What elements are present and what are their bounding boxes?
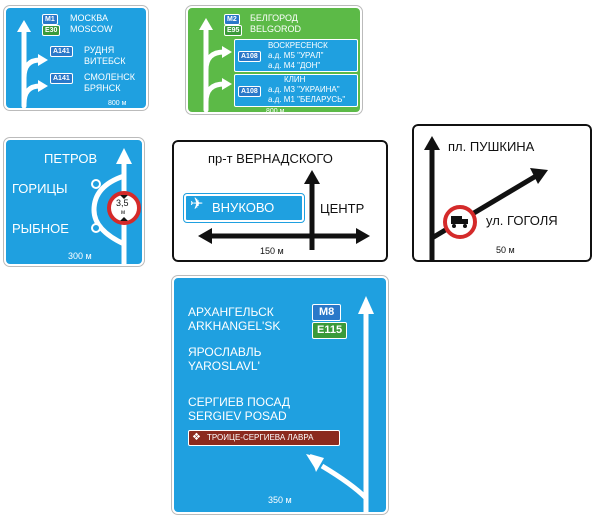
route-badge-a108-klin: A108	[238, 86, 261, 97]
dest-moskva: МОСКВА	[70, 13, 108, 23]
dest-arkhangelsk-en: ARKHANGEL'SK	[188, 319, 281, 333]
lavra-ornament-icon: ❖	[192, 432, 201, 443]
distance: 800 м	[266, 108, 285, 114]
dest-pushkina: пл. ПУШКИНА	[448, 139, 535, 154]
route-badge-a141-rudnya: A141	[50, 46, 73, 57]
dest-vernadskogo: пр-т ВЕРНАДСКОГО	[208, 151, 333, 166]
dest-arkhangelsk-ru: АРХАНГЕЛЬСК	[188, 305, 274, 319]
dest-vnukovo: ВНУКОВО	[212, 200, 275, 215]
sign-petrov-goritsy: ПЕТРОВ ГОРИЦЫ РЫБНОЕ 3,5 м 300 м	[3, 137, 145, 267]
sign-6-arrows	[306, 296, 374, 512]
sign-5-arrows	[424, 136, 548, 260]
height-limit-value: 3,5	[116, 198, 129, 208]
sign-2-arrows	[199, 18, 232, 112]
dest-bryansk: БРЯНСК	[84, 83, 121, 93]
height-limit-sign	[107, 191, 141, 225]
height-limit-unit: м	[121, 210, 126, 216]
dest-sergiev-en: SERGIEV POSAD	[188, 409, 287, 423]
sign-pushkina-gogolya: пл. ПУШКИНА ул. ГОГОЛЯ 50 м	[409, 121, 595, 265]
panel-vnukovo: ✈ ВНУКОВО	[183, 193, 305, 223]
route-badge-m8: M8	[312, 304, 342, 321]
sign-belgorod-klin: M2 БЕЛГОРОД E95 BELGOROD A108 ВОСКРЕСЕНС…	[185, 5, 363, 115]
airplane-icon: ✈	[190, 196, 204, 213]
dest-voskresensk: ВОСКРЕСЕНСК	[268, 41, 328, 50]
dest-gogolya: ул. ГОГОЛЯ	[486, 213, 558, 228]
dest-lavra: ТРОИЦЕ-СЕРГИЕВА ЛАВРА	[207, 433, 314, 442]
dest-sergiev-ru: СЕРГИЕВ ПОСАД	[188, 395, 291, 409]
route-badge-e115: E115	[312, 322, 348, 339]
panel-lavra: ❖ ТРОИЦЕ-СЕРГИЕВА ЛАВРА	[188, 430, 340, 446]
dest-m4-don: а.д. М4 "ДОН"	[268, 61, 321, 70]
dest-vitebsk: ВИТЕБСК	[84, 56, 126, 66]
dest-m3-ukraina: а.д. М3 "УКРАИНА"	[268, 85, 340, 94]
route-badge-m1: M1	[42, 14, 58, 25]
dest-klin: КЛИН	[284, 75, 306, 84]
dest-petrov: ПЕТРОВ	[44, 151, 98, 166]
dest-centr: ЦЕНТР	[320, 201, 365, 216]
dest-belgorod-ru: БЕЛГОРОД	[250, 13, 298, 23]
dest-rybnoe: РЫБНОЕ	[12, 221, 69, 236]
sign-moscow-smolensk: M1 МОСКВА E30 MOSCOW A141 РУДНЯ ВИТЕБСК …	[3, 5, 149, 111]
sign-4-arrows	[198, 170, 370, 250]
route-badge-e95: E95	[224, 25, 243, 36]
distance: 800 м	[108, 100, 127, 107]
distance: 150 м	[260, 246, 284, 256]
route-badge-a141-smolensk: A141	[50, 73, 73, 84]
distance: 350 м	[268, 495, 292, 505]
route-badge-e30: E30	[42, 25, 61, 36]
sign-vernadskogo: пр-т ВЕРНАДСКОГО ✈ ВНУКОВО ЦЕНТР 150 м	[169, 137, 391, 265]
distance: 50 м	[496, 245, 515, 255]
dest-m5-ural: а.д. М5 "УРАЛ"	[268, 51, 324, 60]
dest-goritsy: ГОРИЦЫ	[12, 181, 68, 196]
dest-rudnya: РУДНЯ	[84, 45, 115, 55]
distance: 300 м	[68, 251, 92, 261]
dest-m1-belarus: а.д. М1 "БЕЛАРУСЬ"	[268, 95, 346, 104]
dest-smolensk: СМОЛЕНСК	[84, 72, 135, 82]
sign-arkhangelsk-sergiev: АРХАНГЕЛЬСК ARKHANGEL'SK M8 E115 ЯРОСЛАВ…	[171, 275, 389, 515]
route-badge-a108-voskr: A108	[238, 51, 261, 62]
sign-1-arrows	[17, 20, 48, 108]
dest-belgorod-en: BELGOROD	[250, 24, 302, 34]
sign-3-arrows	[91, 148, 141, 264]
route-badge-m2: M2	[224, 14, 240, 25]
dest-yaroslavl-en: YAROSLAVL'	[188, 359, 260, 373]
dest-yaroslavl-ru: ЯРОСЛАВЛЬ	[188, 345, 262, 359]
dest-moscow: MOSCOW	[70, 24, 113, 34]
